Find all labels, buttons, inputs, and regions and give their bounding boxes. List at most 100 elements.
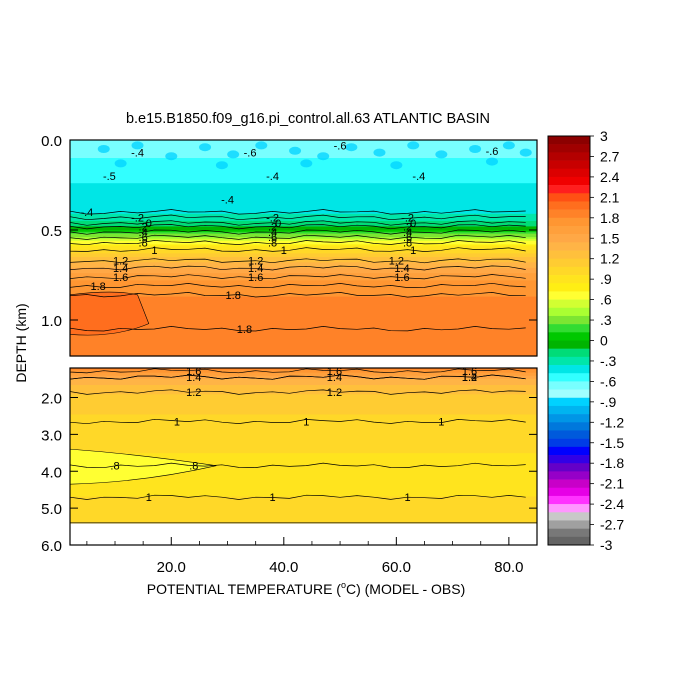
upper-contour-label: 1.2 (389, 256, 404, 268)
colorbar-swatch (548, 381, 590, 390)
lower-fill-band (70, 477, 537, 481)
upper-fill-band (70, 190, 537, 193)
upper-contour-line (69, 247, 526, 252)
lower-fill-band (70, 434, 537, 437)
surface-patch (373, 148, 386, 157)
lower-fill-band (70, 464, 537, 467)
lower-fill-band (70, 442, 537, 445)
lower-fill-band (70, 510, 537, 513)
lower-contour-label: 1.2 (327, 387, 342, 399)
upper-fill-band (70, 192, 537, 195)
colorbar-swatch (548, 144, 590, 153)
cold-tongue-region (69, 448, 217, 485)
upper-fill-band (70, 323, 537, 326)
colorbar-swatch (548, 242, 590, 251)
upper-fill-band (70, 185, 537, 188)
lower-fill-band (70, 377, 537, 380)
surface-contour-label: -.6 (244, 148, 257, 160)
lower-fill-band (70, 425, 537, 428)
colorbar-swatch (548, 405, 590, 415)
colorbar-swatch (548, 471, 590, 480)
surface-patch (300, 159, 313, 168)
surface-contour-label: -.6 (486, 146, 499, 158)
upper-fill-band (70, 347, 537, 350)
upper-contour-line (69, 224, 526, 230)
x-axis-label: POTENTIAL TEMPERATURE (oC) (MODEL - OBS) (147, 580, 466, 597)
lower-fill-band (70, 448, 537, 451)
surface-patch (345, 143, 358, 152)
upper-fill-band (70, 222, 537, 226)
upper-contour-label: 1.6 (394, 272, 409, 284)
colorbar-swatch (548, 414, 590, 423)
upper-contour-label: 1.8 (237, 324, 252, 336)
upper-fill-band (70, 210, 537, 213)
upper-contour-label: 1 (151, 245, 157, 257)
upper-contour-label: 0 (146, 218, 152, 230)
upper-fill-band (70, 305, 537, 308)
colorbar-swatch (548, 504, 590, 513)
x-tick-label: 20.0 (157, 559, 186, 576)
lower-contour-label: 1.4 (186, 372, 201, 384)
lower-fill-band (70, 394, 537, 397)
lower-fill-band (70, 498, 537, 501)
lower-fill-band (70, 426, 537, 430)
lower-fill-band (70, 481, 537, 484)
upper-fill-band (70, 282, 537, 285)
lower-fill-band (70, 411, 537, 414)
upper-contour-line (69, 282, 526, 288)
lower-fill-band (70, 476, 537, 479)
upper-fill-band (70, 226, 537, 229)
colorbar-label: .3 (600, 312, 612, 328)
upper-contour-line (69, 274, 526, 280)
lower-fill-band (70, 386, 537, 389)
upper-contour-label: .2 (268, 221, 277, 233)
upper-fill-band (70, 278, 537, 281)
surface-patch (435, 150, 448, 159)
colorbar-swatch (548, 340, 590, 349)
colorbar-swatch (548, 176, 590, 186)
colorbar-label: -1.2 (600, 414, 624, 430)
colorbar-swatch (548, 479, 590, 489)
upper-contour-label: -.2 (401, 212, 414, 224)
colorbar-swatch (548, 446, 590, 456)
colorbar-label: 1.8 (600, 210, 620, 226)
surface-contour-label: -.5 (103, 171, 116, 183)
upper-fill-band (70, 296, 537, 299)
upper-fill-band (70, 201, 537, 204)
lower-fill-band (70, 428, 537, 431)
lower-fill-band (70, 502, 537, 505)
lower-fill-band (70, 440, 537, 443)
upper-contour-line (69, 240, 526, 246)
upper-fill-band (70, 204, 537, 208)
colorbar-swatch (548, 520, 590, 529)
colorbar-label: -2.4 (600, 496, 624, 512)
x-tick-label: 80.0 (494, 559, 523, 576)
x-tick-label: 60.0 (382, 559, 411, 576)
upper-contour-label: 1.6 (113, 272, 128, 284)
colorbar-swatch (548, 528, 590, 538)
upper-fill-band (70, 233, 537, 236)
colorbar-swatch (548, 422, 590, 431)
lower-fill-band (70, 485, 537, 488)
lower-contour-label: .8 (189, 461, 198, 473)
lower-panel: 1.6 1.6 1.61.4 1.4 1.41.2 1.21.21 1 1.8.81 1 1 2.… (41, 366, 538, 576)
colorbar-label: .9 (600, 271, 612, 287)
surface-contour-label: -.4 (412, 171, 425, 183)
upper-fill-band (70, 237, 537, 240)
lower-fill-band (70, 513, 537, 516)
lower-contour-label: 1 (438, 416, 444, 428)
lower-contour-label: .8 (110, 461, 119, 473)
upper-fill-band (70, 285, 537, 289)
upper-fill-band (70, 280, 537, 283)
surface-patch (289, 146, 302, 155)
lower-panel-contours: 1.6 1.6 1.61.4 1.4 1.41.2 1.21.21 1 1.8.81 1 1 (69, 366, 526, 504)
lower-fill-band (70, 499, 537, 502)
upper-fill-band (70, 143, 537, 146)
lower-fill-band (70, 450, 537, 453)
lower-contour-label: 1 (405, 492, 411, 504)
surface-patch (390, 161, 403, 170)
lower-contour-line (69, 462, 526, 469)
colorbar-swatch (548, 193, 590, 202)
upper-fill-band (70, 197, 537, 200)
upper-contour-label: .8 (403, 238, 412, 250)
